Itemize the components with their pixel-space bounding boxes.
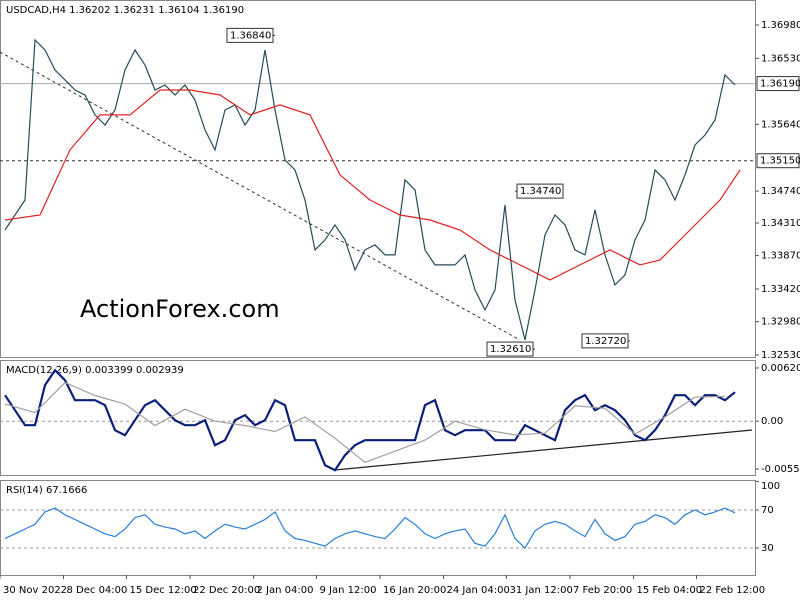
rsi-panel bbox=[0, 480, 756, 576]
y-tick-label: 1.32980 bbox=[761, 317, 800, 328]
annotation-label: 1.32610 bbox=[490, 344, 531, 355]
x-tick-label: 30 Nov 2022 bbox=[3, 585, 67, 596]
x-tick-label: 16 Jan 20:00 bbox=[383, 585, 446, 596]
series-line bbox=[4, 368, 736, 472]
series-line bbox=[4, 507, 736, 549]
annotation-box bbox=[516, 183, 564, 199]
y-tick-label: 30 bbox=[761, 543, 774, 554]
level-box bbox=[756, 76, 800, 92]
y-tick-label: 0.006208 bbox=[761, 363, 800, 374]
watermark: ActionForex.com bbox=[80, 295, 280, 323]
y-tick-label: 1.36980 bbox=[761, 20, 800, 31]
y-tick-label: 1.33870 bbox=[761, 251, 800, 262]
x-tick-label: 22 Feb 12:00 bbox=[700, 585, 766, 596]
y-tick-label: -0.005577 bbox=[761, 464, 800, 475]
y-tick-label: 1.34740 bbox=[761, 186, 800, 197]
panel-title: USDCAD,H4 1.36202 1.36231 1.36104 1.3619… bbox=[6, 5, 244, 16]
panel-title: MACD(12,26,9) 0.003399 0.002939 bbox=[6, 365, 184, 376]
annotation-label: 1.34740 bbox=[520, 186, 561, 197]
y-tick-label: 0.00 bbox=[761, 416, 783, 427]
level-label: 1.36190 bbox=[760, 79, 800, 90]
x-tick-label: 15 Dec 12:00 bbox=[130, 585, 197, 596]
price-panel bbox=[0, 0, 756, 358]
x-tick-label: 31 Jan 12:00 bbox=[510, 585, 573, 596]
y-tick-label: 1.33420 bbox=[761, 284, 800, 295]
y-tick-label: 70 bbox=[761, 505, 774, 516]
series-line bbox=[4, 89, 741, 281]
series-line bbox=[4, 381, 726, 463]
x-tick-label: 8 Dec 04:00 bbox=[67, 585, 128, 596]
annotation-label: 1.32720 bbox=[585, 336, 626, 347]
level-label: 1.35150 bbox=[760, 156, 800, 167]
x-tick-label: 7 Feb 20:00 bbox=[573, 585, 632, 596]
annotation-box bbox=[226, 27, 274, 43]
annotation-box bbox=[581, 333, 629, 349]
x-tick-label: 15 Feb 04:00 bbox=[637, 585, 703, 596]
macd-trend-line bbox=[334, 429, 753, 471]
panel-title: RSI(14) 67.1666 bbox=[6, 485, 87, 496]
series-line bbox=[4, 38, 736, 341]
y-tick-label: 1.34310 bbox=[761, 218, 800, 229]
y-tick-label: 1.35640 bbox=[761, 119, 800, 130]
level-box bbox=[756, 153, 800, 169]
x-tick-label: 24 Jan 04:00 bbox=[447, 585, 510, 596]
x-tick-label: 2 Jan 04:00 bbox=[257, 585, 314, 596]
y-tick-label: 1.36530 bbox=[761, 53, 800, 64]
x-tick-label: 22 Dec 20:00 bbox=[193, 585, 260, 596]
annotation-label: 1.36840 bbox=[230, 30, 271, 41]
y-tick-label: 100 bbox=[761, 481, 780, 492]
annotation-box bbox=[486, 341, 534, 357]
y-tick-label: 1.32530 bbox=[761, 350, 800, 361]
macd-panel bbox=[0, 360, 756, 476]
x-tick-label: 9 Jan 12:00 bbox=[320, 585, 377, 596]
